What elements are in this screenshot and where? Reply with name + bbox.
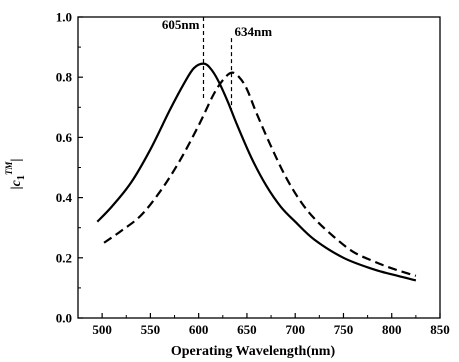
- x-tick-label: 500: [92, 322, 112, 337]
- y-axis-ticks: 0.0 0.2 0.4 0.6 0.8 1.0: [56, 10, 83, 326]
- x-axis-title: Operating Wavelength(nm): [171, 344, 336, 359]
- x-tick-label: 700: [285, 322, 305, 337]
- y-tick-label: 1.0: [56, 10, 72, 25]
- series-group: [96, 62, 417, 282]
- svg-text:|c1TM|: |c1TM|: [4, 159, 27, 190]
- y-axis-title-base: c: [9, 179, 24, 186]
- y-axis-title-superscript: TM: [4, 161, 14, 175]
- y-tick-label: 0.8: [56, 70, 73, 85]
- y-axis-title-subscript: 1: [16, 175, 27, 180]
- x-tick-label: 800: [382, 322, 402, 337]
- y-axis-title-bar-left: |: [9, 186, 24, 189]
- dashed-series-line: [103, 71, 417, 277]
- y-axis-title: |c1TM|: [4, 159, 27, 190]
- y-tick-label: 0.2: [56, 250, 72, 265]
- x-tick-label: 850: [430, 322, 450, 337]
- y-axis-title-bar-right: |: [9, 159, 24, 162]
- x-tick-label: 600: [189, 322, 209, 337]
- peak-label: 634nm: [234, 24, 272, 39]
- x-axis-ticks: 500 550 600 650 700 750 800 850: [92, 313, 450, 337]
- y-tick-label: 0.0: [56, 311, 72, 326]
- solid-series-line: [96, 62, 417, 282]
- peak-label: 605nm: [162, 17, 200, 32]
- x-tick-label: 750: [334, 322, 354, 337]
- x-tick-label: 550: [141, 322, 161, 337]
- annotations: 605nm 634nm: [162, 17, 272, 109]
- x-tick-label: 650: [237, 322, 257, 337]
- y-tick-label: 0.6: [56, 130, 73, 145]
- y-tick-label: 0.4: [56, 190, 73, 205]
